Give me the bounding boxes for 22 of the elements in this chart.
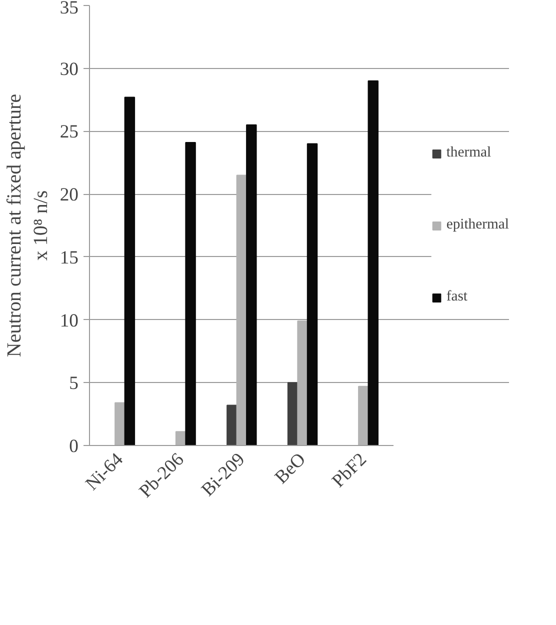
y-tick-label: 10 [60, 310, 78, 332]
bar [368, 80, 379, 446]
y-tick-label: 0 [69, 436, 78, 457]
bar [185, 142, 196, 446]
bar [226, 404, 238, 446]
bar [246, 124, 257, 446]
bar [114, 402, 126, 446]
x-tick-label: BeO [270, 449, 310, 488]
y-tick-label: 30 [60, 58, 78, 80]
bar [124, 96, 136, 446]
y-axis-title: Neutron current at fixed aperture x 10⁸ n/s [3, 94, 52, 358]
y-tick-label: 20 [60, 184, 78, 206]
y-tick-label: 5 [69, 373, 78, 394]
y-tick-label: 25 [60, 122, 78, 143]
legend-label: fast [446, 288, 468, 306]
bar [297, 320, 308, 446]
y-tick-label: 15 [60, 247, 78, 268]
legend-label: epithermal [446, 216, 509, 234]
y-tick-label: 35 [60, 0, 78, 18]
legend-label: thermal [446, 144, 492, 162]
bar [358, 386, 369, 446]
bar [306, 143, 318, 446]
